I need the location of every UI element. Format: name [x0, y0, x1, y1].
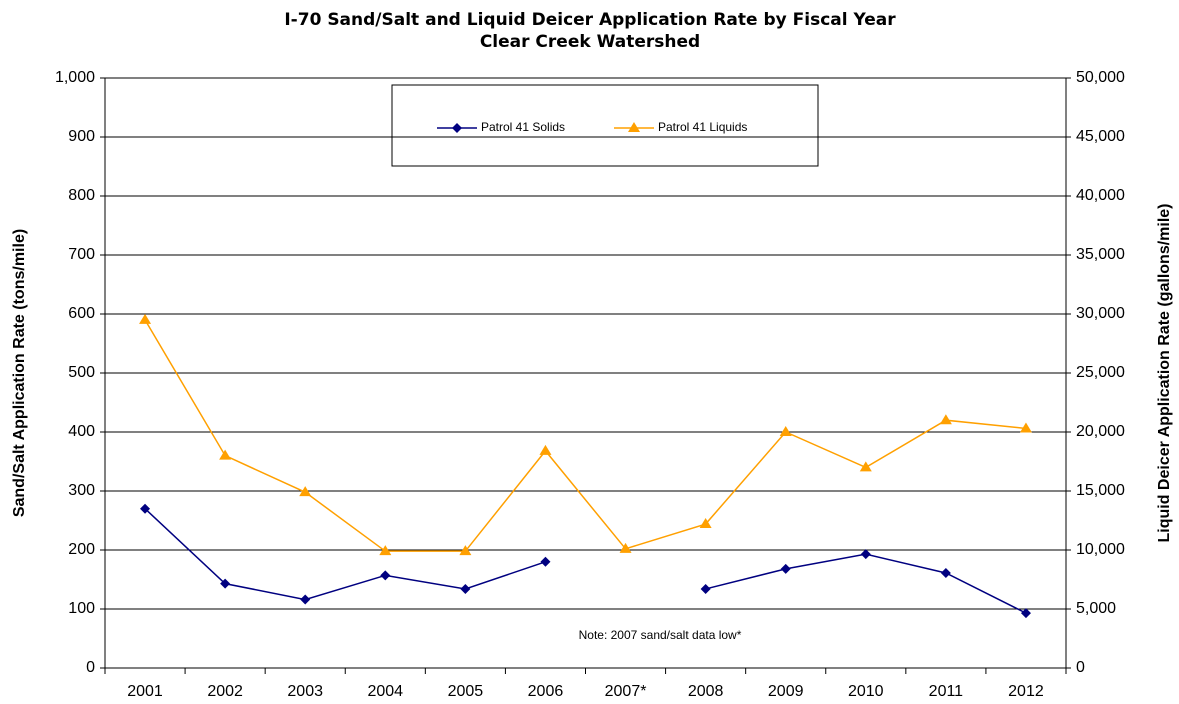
- chart-subtitle: Clear Creek Watershed: [480, 32, 700, 52]
- y2-tick-label: 30,000: [1076, 305, 1125, 322]
- y2-tick-label: 40,000: [1076, 187, 1125, 204]
- y-tick-label: 0: [86, 659, 95, 676]
- marker: [460, 583, 471, 594]
- marker: [619, 542, 632, 553]
- line: [144, 508, 546, 601]
- x-tick-label: 2011: [929, 683, 964, 700]
- y-tick-label: 300: [68, 482, 95, 499]
- legend-label: Patrol 41 Solids: [481, 120, 565, 134]
- marker: [219, 449, 232, 460]
- x-tick-label: 2007*: [605, 683, 647, 700]
- y-tick-label: 700: [68, 246, 95, 263]
- y-tick-label: 600: [68, 305, 95, 322]
- y-tick-label: 800: [68, 187, 95, 204]
- x-tick-label: 2001: [127, 683, 163, 700]
- y2-tick-label: 0: [1076, 659, 1085, 676]
- x-tick-label: 2005: [448, 683, 484, 700]
- chart-title: I-70 Sand/Salt and Liquid Deicer Applica…: [284, 10, 896, 30]
- y-tick-label: 400: [68, 423, 95, 440]
- x-tick-label: 2010: [848, 683, 884, 700]
- marker: [539, 444, 552, 455]
- marker: [940, 568, 951, 579]
- marker: [139, 313, 152, 324]
- marker: [779, 426, 792, 436]
- marker: [780, 563, 791, 574]
- marker: [220, 578, 231, 589]
- y-tick-label: 100: [68, 600, 95, 617]
- x-tick-label: 2006: [528, 683, 564, 700]
- legend-marker: [452, 123, 462, 133]
- y-tick-label: 1,000: [55, 69, 95, 86]
- marker: [380, 570, 391, 581]
- marker: [300, 594, 311, 605]
- y2-tick-label: 10,000: [1076, 541, 1125, 558]
- y2-tick-label: 35,000: [1076, 246, 1125, 263]
- line: [705, 553, 1027, 614]
- y2-tick-label: 15,000: [1076, 482, 1125, 499]
- marker: [700, 583, 711, 594]
- marker: [699, 518, 712, 529]
- marker: [299, 486, 312, 497]
- legend-label: Patrol 41 Liquids: [658, 120, 747, 134]
- marker: [939, 414, 952, 425]
- x-tick-label: 2009: [768, 683, 804, 700]
- x-tick-label: 2012: [1008, 683, 1044, 700]
- y2-tick-label: 50,000: [1076, 69, 1125, 86]
- marker: [140, 503, 151, 514]
- marker: [459, 545, 472, 556]
- marker: [859, 461, 872, 472]
- y2-tick-label: 5,000: [1076, 600, 1116, 617]
- y2-tick-label: 20,000: [1076, 423, 1125, 440]
- annotation: Note: 2007 sand/salt data low*: [579, 628, 742, 642]
- y2-axis-label: Liquid Deicer Application Rate (gallons/…: [1156, 203, 1173, 542]
- marker: [540, 556, 551, 567]
- y-axis-label: Sand/Salt Application Rate (tons/mile): [11, 229, 28, 517]
- legend-box: [391, 84, 819, 167]
- x-tick-label: 2004: [367, 683, 403, 700]
- marker: [379, 545, 392, 556]
- x-tick-label: 2002: [207, 683, 243, 700]
- line: [144, 319, 1027, 552]
- marker: [1020, 608, 1031, 619]
- y-tick-label: 500: [68, 364, 95, 381]
- x-tick-label: 2003: [287, 683, 323, 700]
- y-tick-label: 900: [68, 128, 95, 145]
- y2-tick-label: 45,000: [1076, 128, 1125, 145]
- legend-marker: [628, 122, 640, 132]
- marker: [1019, 422, 1032, 433]
- y-tick-label: 200: [68, 541, 95, 558]
- x-tick-label: 2008: [688, 683, 724, 700]
- marker: [860, 549, 871, 560]
- y2-tick-label: 25,000: [1076, 364, 1125, 381]
